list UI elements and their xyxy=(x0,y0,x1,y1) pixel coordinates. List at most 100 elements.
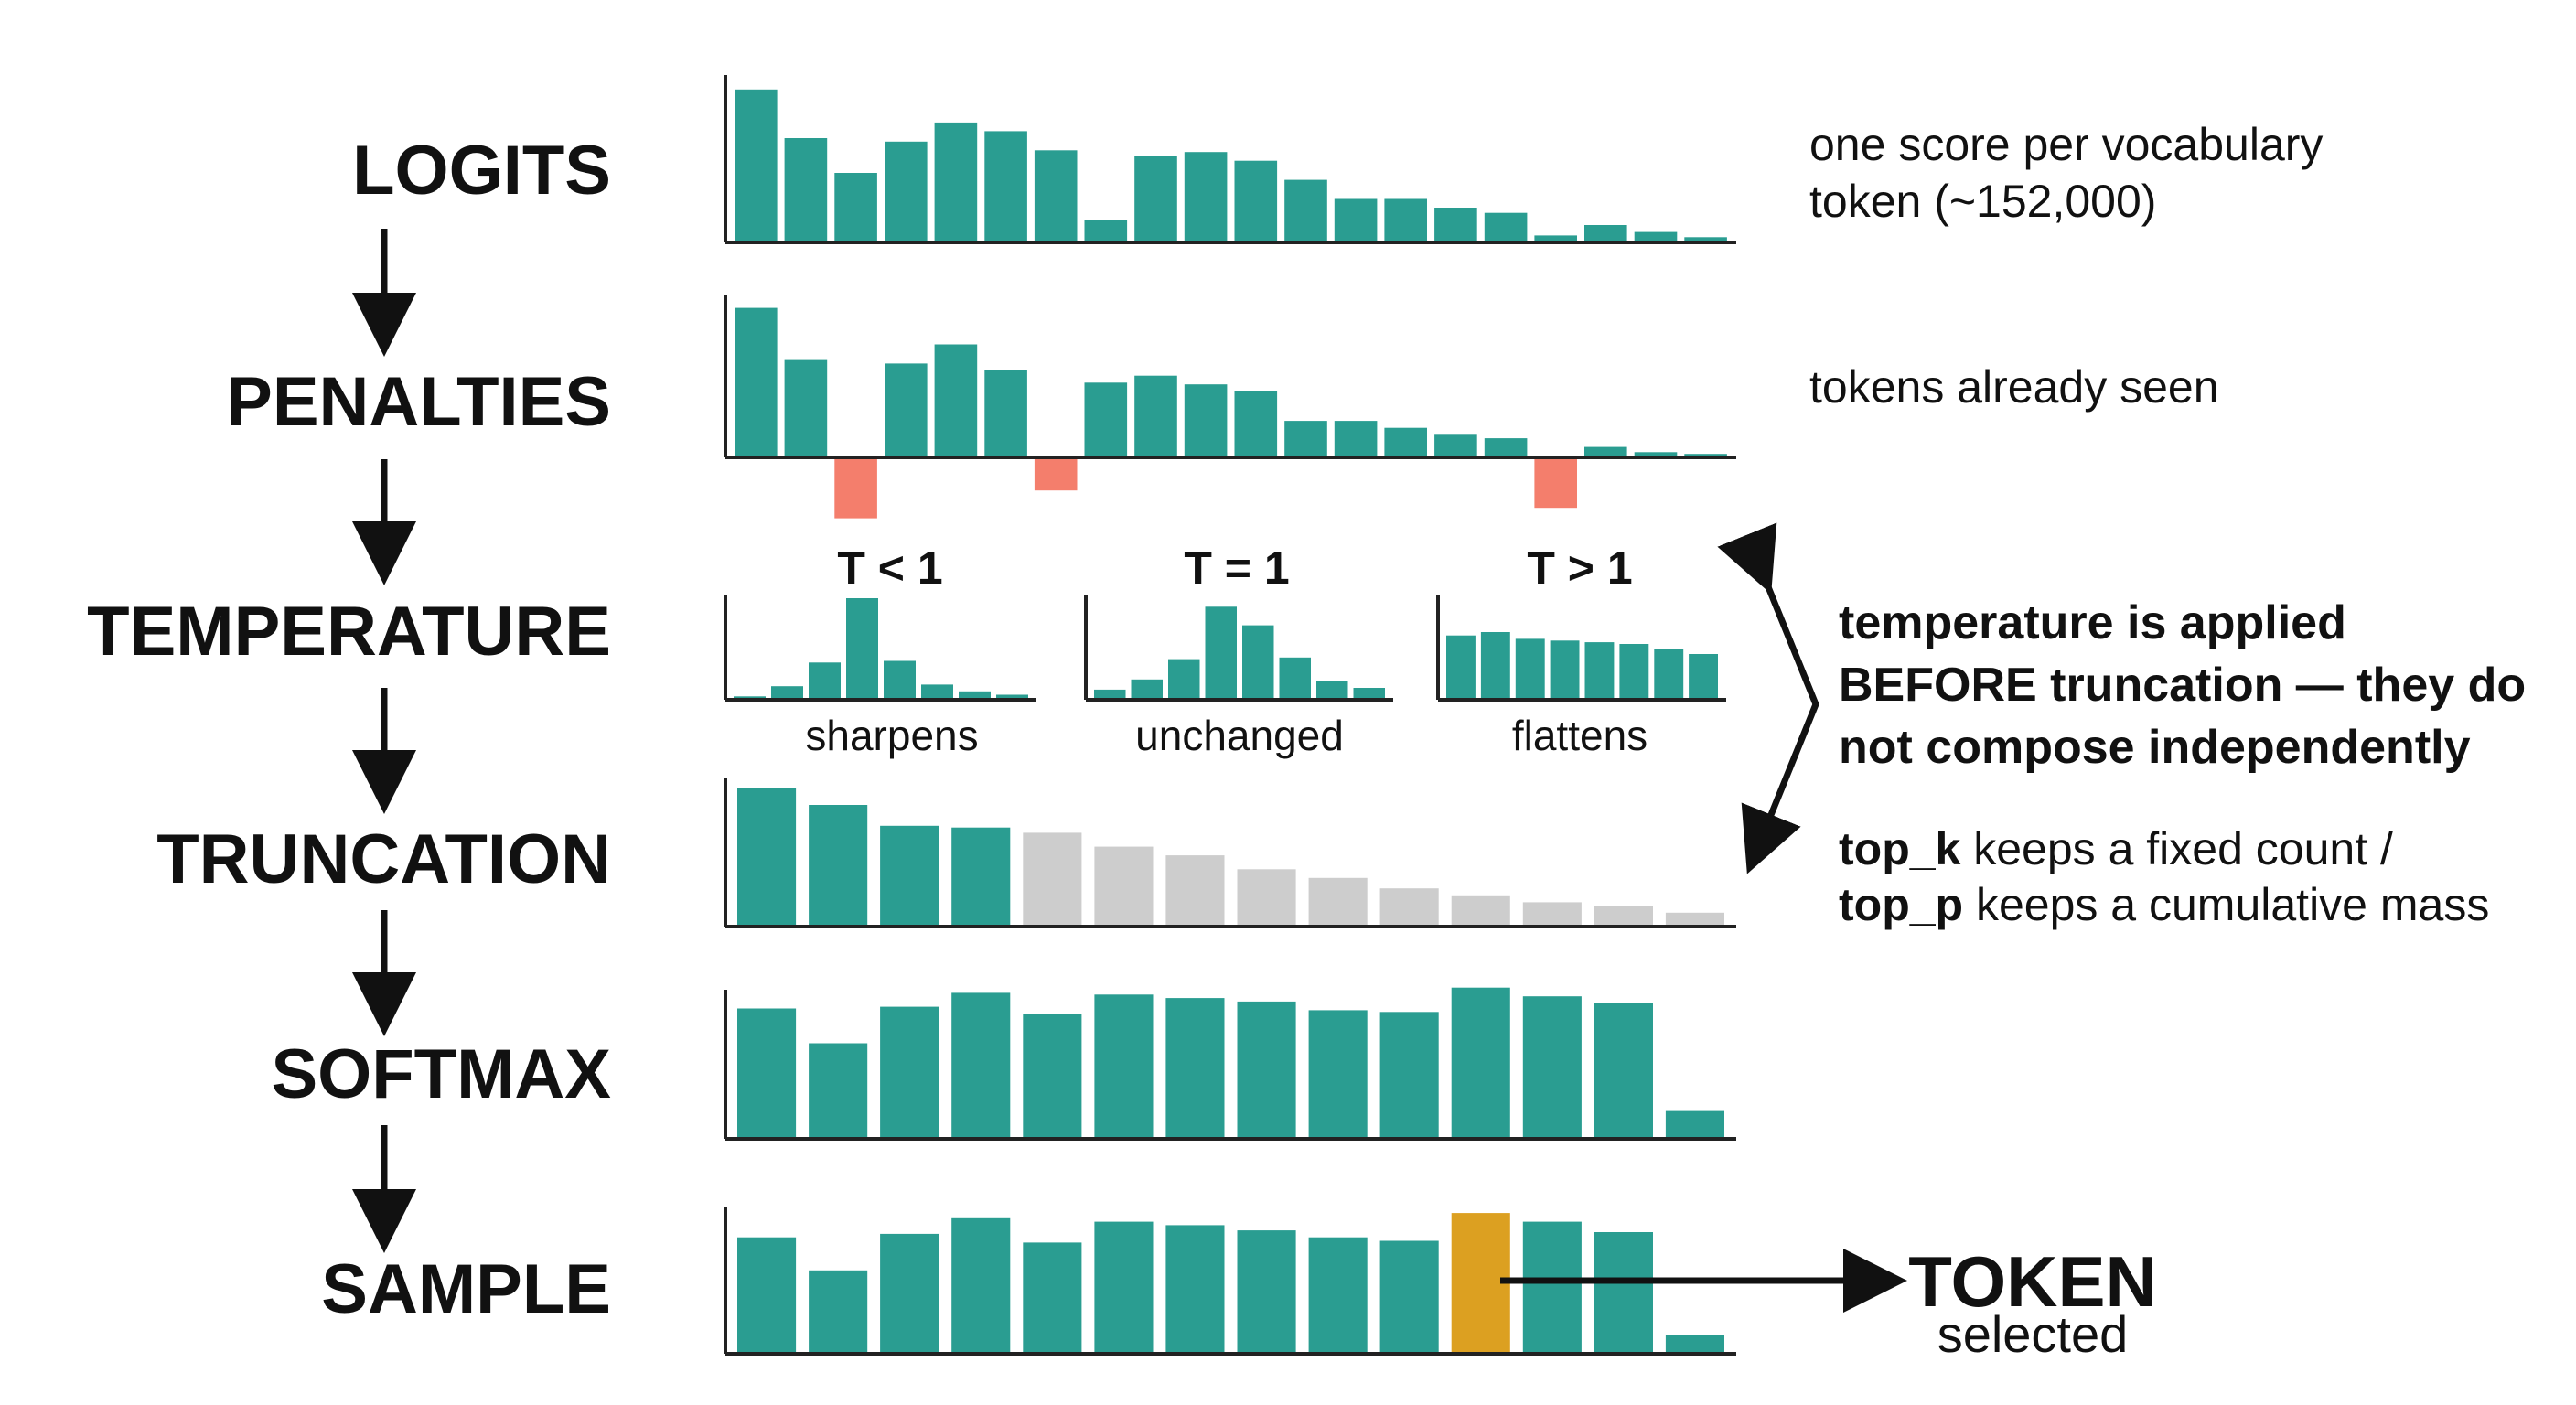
penalties-bar xyxy=(934,344,978,457)
token-subtitle: selected xyxy=(1937,1305,2129,1363)
logits-bar xyxy=(885,141,928,242)
temperature_T_lt_1-bar xyxy=(921,684,953,701)
temperature_T_eq_1-bar xyxy=(1316,681,1348,700)
softmax-bar xyxy=(1308,1010,1368,1139)
truncation-dropped-bar xyxy=(1237,869,1296,927)
softmax-bar xyxy=(737,1008,797,1139)
note-top-k-text: keeps a fixed count / xyxy=(1960,823,2393,874)
temperature_T_eq_1-bar xyxy=(1205,606,1237,701)
logits-bar xyxy=(1234,160,1278,242)
penalties-bar xyxy=(1384,427,1427,457)
temperature-heading-low: T < 1 xyxy=(837,542,942,594)
truncation-dropped-bar xyxy=(1094,846,1154,927)
chart-temperature-sharpened xyxy=(724,595,1036,702)
truncation-dropped-bar xyxy=(1308,877,1368,927)
truncation-dropped-bar xyxy=(1023,832,1082,927)
logits-bar xyxy=(1284,179,1327,242)
temperature_T_eq_1-bar xyxy=(1279,657,1311,701)
penalties-bar xyxy=(1434,434,1477,457)
chart-temperature-unchanged xyxy=(1084,595,1393,702)
note-temperature-line-3: not compose independently xyxy=(1839,721,2471,774)
chart-temperature-flattened xyxy=(1436,595,1726,702)
penalties-bar xyxy=(1584,446,1627,457)
sample-bar xyxy=(737,1237,797,1354)
note-top-p-text: keeps a cumulative mass xyxy=(1963,879,2489,930)
softmax-bar xyxy=(809,1043,868,1139)
penalties-bar xyxy=(1484,438,1528,457)
note-logits-line-2: token (~152,000) xyxy=(1809,176,2156,227)
chart-sample xyxy=(724,1207,1736,1356)
sample-bar xyxy=(1379,1240,1439,1354)
temperature_T_gt_1-bar xyxy=(1619,644,1649,701)
sample-bar xyxy=(1237,1230,1296,1354)
softmax-bar xyxy=(1237,1001,1296,1139)
softmax-bar xyxy=(1451,987,1510,1139)
temperature_T_lt_1-bar xyxy=(809,662,841,700)
temperature-heading-one: T = 1 xyxy=(1184,542,1289,594)
penalties-bar xyxy=(885,363,928,457)
penalties-bar xyxy=(1084,382,1128,457)
penalties-bar xyxy=(1134,375,1177,457)
stage-label-sample: SAMPLE xyxy=(321,1250,611,1328)
truncation-bar xyxy=(809,805,868,927)
penalties-bar xyxy=(1184,384,1228,457)
penalties-bar xyxy=(1284,421,1327,457)
softmax-bar xyxy=(951,992,1011,1139)
logits-bar xyxy=(1584,225,1627,242)
softmax-bar xyxy=(880,1006,939,1139)
temperature-caption-sharpens: sharpens xyxy=(805,712,978,759)
chart-softmax xyxy=(724,987,1736,1141)
sample-bar xyxy=(880,1233,939,1354)
penalties-bar xyxy=(1634,452,1678,457)
sample-bar xyxy=(1308,1237,1368,1354)
logits-bar xyxy=(1334,198,1378,242)
sample-bar xyxy=(1594,1232,1653,1354)
logits-bar xyxy=(1384,198,1427,242)
chart-penalties xyxy=(724,295,1736,519)
temperature_T_gt_1-bar xyxy=(1689,654,1718,700)
penalties-penalty-bar xyxy=(1034,459,1078,491)
temperature-caption-flattens: flattens xyxy=(1512,712,1648,759)
temperature_T_lt_1-bar xyxy=(771,686,803,700)
softmax-bar xyxy=(1023,1014,1082,1139)
logits-bar xyxy=(834,173,877,242)
softmax-bar xyxy=(1665,1110,1724,1139)
sample-bar xyxy=(1094,1221,1154,1354)
logits-bar xyxy=(1634,231,1678,242)
softmax-bar xyxy=(1094,994,1154,1139)
note-truncation-line-2: top_p keeps a cumulative mass xyxy=(1839,879,2489,930)
penalties-penalty-bar xyxy=(1534,459,1577,509)
temperature_T_gt_1-bar xyxy=(1515,638,1545,700)
truncation-dropped-bar xyxy=(1165,855,1225,927)
note-top-p-key: top_p xyxy=(1839,879,1963,930)
penalties-bar xyxy=(735,307,778,457)
sample-bar xyxy=(1665,1335,1724,1354)
softmax-bar xyxy=(1522,996,1582,1139)
sample-bar xyxy=(1023,1242,1082,1354)
stage-label-penalties: PENALTIES xyxy=(226,363,611,441)
temperature_T_eq_1-bar xyxy=(1242,625,1274,700)
softmax-bar xyxy=(1165,998,1225,1139)
truncation-dropped-bar xyxy=(1665,912,1724,927)
stage-label-truncation: TRUNCATION xyxy=(156,820,611,898)
truncation-dropped-bar xyxy=(1379,888,1439,927)
truncation-dropped-bar xyxy=(1451,895,1510,927)
temperature-truncation-bracket-arrow xyxy=(1717,522,1819,874)
sample-bar xyxy=(1165,1225,1225,1354)
softmax-bar xyxy=(1594,1003,1653,1139)
note-temperature-line-2: BEFORE truncation — they do xyxy=(1839,659,2526,712)
logits-bar xyxy=(1484,212,1528,242)
note-logits-line-1: one score per vocabulary xyxy=(1809,119,2323,170)
penalties-penalty-bar xyxy=(834,459,877,519)
temperature_T_gt_1-bar xyxy=(1584,642,1615,700)
logits-bar xyxy=(1084,220,1128,242)
temperature_T_gt_1-bar xyxy=(1480,632,1510,700)
penalties-bar xyxy=(1234,391,1278,457)
temperature_T_gt_1-bar xyxy=(1446,635,1476,700)
temperature_T_lt_1-bar xyxy=(959,691,991,701)
stage-label-softmax: SOFTMAX xyxy=(271,1035,611,1113)
logits-bar xyxy=(784,138,828,242)
logits-bar xyxy=(1684,237,1727,242)
logits-bar xyxy=(1184,152,1228,242)
logits-bar xyxy=(934,122,978,242)
